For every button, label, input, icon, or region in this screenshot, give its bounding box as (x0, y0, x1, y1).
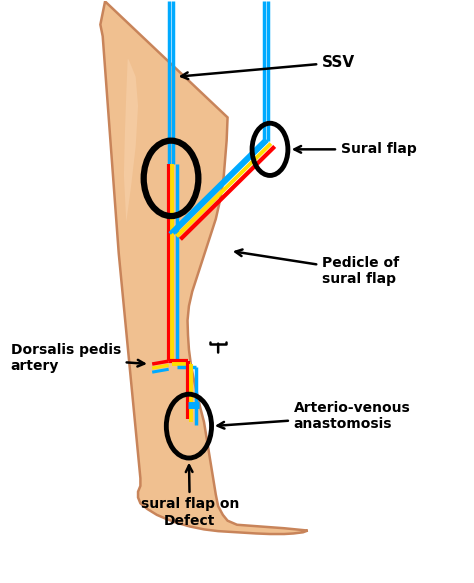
Text: Sural flap: Sural flap (294, 142, 417, 156)
Text: SSV: SSV (181, 55, 355, 79)
Text: Dorsalis pedis
artery: Dorsalis pedis artery (11, 343, 144, 373)
Text: sural flap on
Defect: sural flap on Defect (141, 465, 239, 528)
Text: Pedicle of
sural flap: Pedicle of sural flap (236, 250, 399, 286)
Polygon shape (124, 59, 138, 222)
Polygon shape (100, 1, 308, 534)
Text: Arterio-venous
anastomosis: Arterio-venous anastomosis (218, 401, 410, 431)
